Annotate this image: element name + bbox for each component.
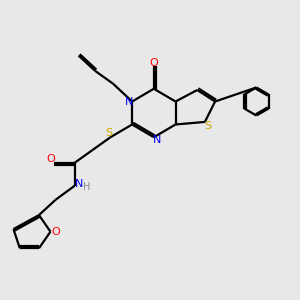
- Text: S: S: [204, 121, 211, 131]
- Text: N: N: [153, 135, 161, 145]
- Text: N: N: [125, 97, 133, 106]
- Text: O: O: [149, 58, 158, 68]
- Text: O: O: [52, 227, 61, 237]
- Text: N: N: [75, 179, 83, 189]
- Text: H: H: [82, 182, 90, 192]
- Text: S: S: [106, 128, 113, 138]
- Text: O: O: [46, 154, 55, 164]
